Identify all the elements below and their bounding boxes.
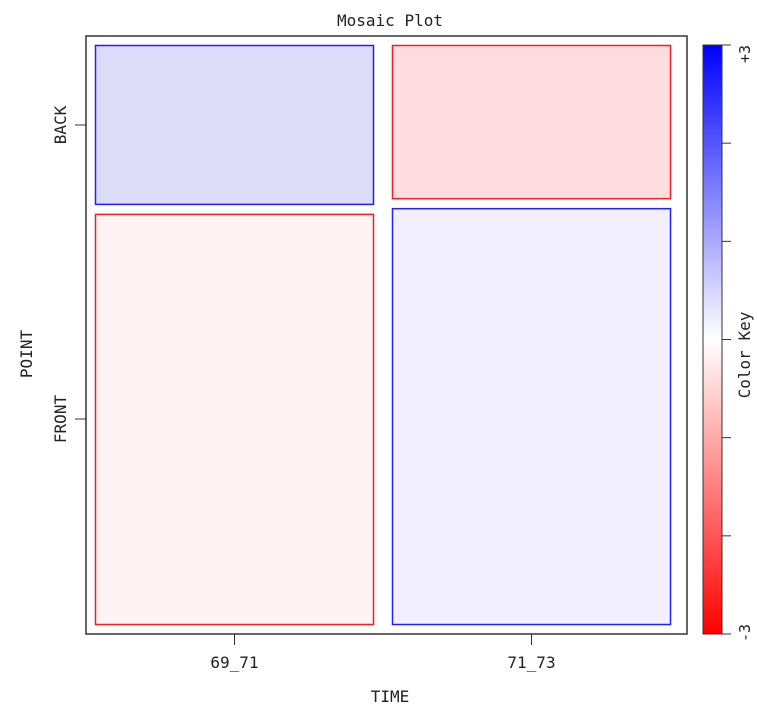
- mosaic-cell-69_71-back: [94, 44, 375, 206]
- x-tick-label: 69_71: [210, 653, 258, 672]
- color-key-min-label: -3: [736, 624, 754, 642]
- color-key-max-label: +3: [736, 45, 754, 63]
- color-key-bar: [702, 44, 723, 635]
- y-axis-label: POINT: [17, 330, 36, 379]
- mosaic-cells: [94, 44, 672, 626]
- y-tick-label: BACK: [51, 105, 70, 144]
- x-axis: 69_71 71_73: [210, 634, 556, 672]
- chart-title: Mosaic Plot: [337, 11, 443, 30]
- mosaic-cell-69_71-front: [94, 213, 375, 626]
- y-axis: BACK FRONT: [51, 105, 86, 443]
- x-tick-label: 71_73: [507, 653, 555, 672]
- color-key: +3 -3 Color Key: [702, 44, 754, 642]
- x-axis-label: TIME: [371, 687, 410, 706]
- color-key-label: Color Key: [735, 311, 754, 398]
- y-tick-label: FRONT: [51, 395, 70, 444]
- mosaic-cell-71_73-front: [391, 207, 672, 626]
- mosaic-cell-71_73-back: [391, 44, 672, 200]
- color-key-ticks: [722, 44, 731, 635]
